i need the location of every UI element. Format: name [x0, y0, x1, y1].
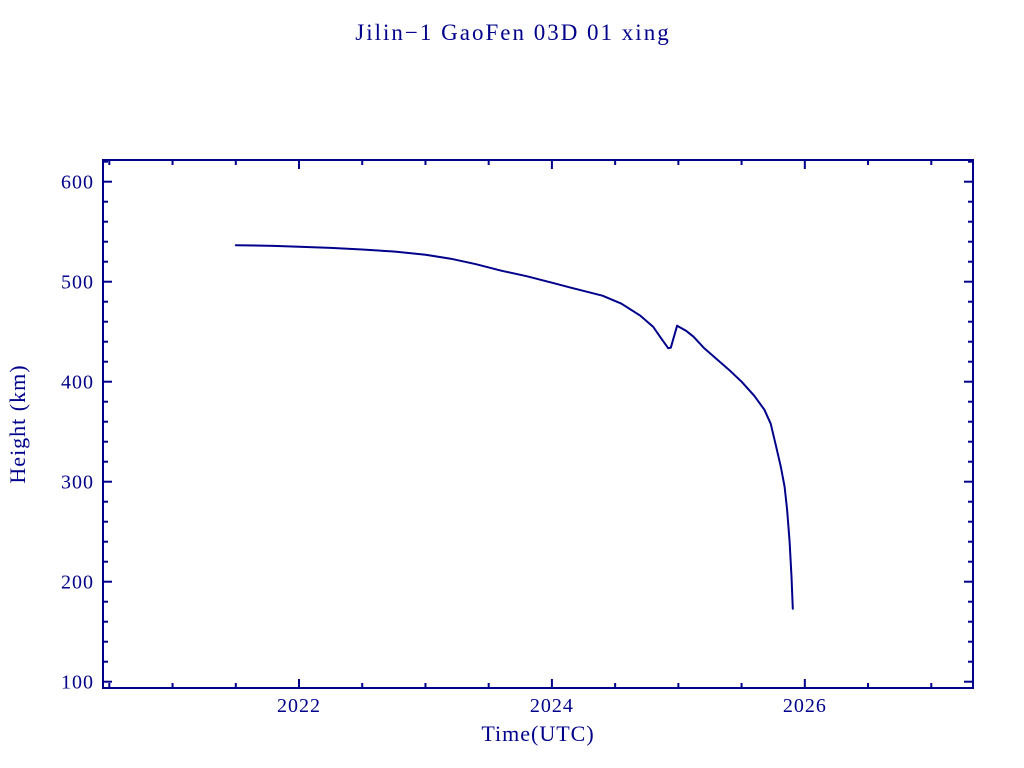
y-axis-tick-labels: 100 200 300 400 500 600	[61, 172, 94, 694]
x-tick-label: 2022	[277, 695, 321, 717]
x-axis-tick-labels: 2022 2024 2026	[277, 695, 827, 717]
y-tick-label: 600	[61, 172, 94, 194]
plot-box	[102, 159, 974, 689]
axis-ticks	[103, 160, 973, 688]
y-axis-title: Height (km)	[5, 364, 30, 483]
y-tick-label: 100	[61, 672, 94, 694]
x-tick-label: 2024	[530, 695, 574, 717]
y-tick-label: 500	[61, 272, 94, 294]
y-tick-label: 200	[61, 572, 94, 594]
x-tick-label: 2026	[783, 695, 827, 717]
y-tick-label: 400	[61, 372, 94, 394]
orbit-height-line	[234, 244, 794, 610]
y-tick-label: 300	[61, 472, 94, 494]
x-axis-title: Time(UTC)	[481, 721, 594, 746]
chart-title: Jilin−1 GaoFen 03D 01 xing	[355, 20, 670, 45]
